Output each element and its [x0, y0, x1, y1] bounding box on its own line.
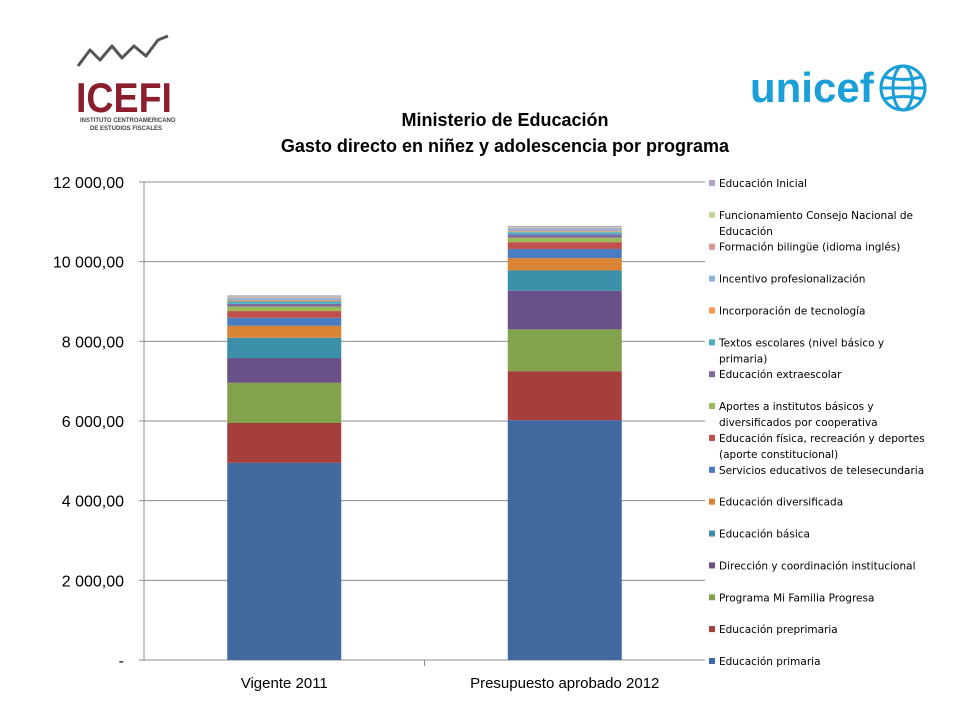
- bar-segment: [507, 242, 622, 249]
- legend-label: Incentivo profesionalización: [719, 274, 865, 286]
- legend-label: Incorporación de tecnología: [719, 305, 865, 317]
- legend-label: Textos escolares (nivel básico y: [718, 337, 884, 349]
- y-tick-label: -: [119, 653, 124, 670]
- bar-segment: [227, 303, 342, 307]
- legend-swatch: [709, 371, 715, 378]
- legend-label: Dirección y coordinación institucional: [719, 560, 915, 572]
- bar-segment: [507, 270, 622, 291]
- legend-label: Programa Mi Familia Progresa: [719, 592, 874, 604]
- x-tick-label: Presupuesto aprobado 2012: [470, 675, 659, 692]
- bar-segment: [227, 462, 342, 660]
- legend-swatch: [709, 180, 715, 186]
- legend-swatch: [709, 594, 715, 601]
- bar-segment: [507, 227, 622, 228]
- icefi-mountain-icon: [76, 34, 169, 67]
- legend-label: Educación Inicial: [719, 178, 807, 190]
- bar-segment: [507, 420, 622, 660]
- legend-swatch: [709, 434, 715, 441]
- y-tick-label: 4 000,00: [62, 494, 124, 511]
- bar-segment: [507, 232, 622, 235]
- unicef-globe-icon: [879, 64, 927, 112]
- legend-swatch: [709, 307, 715, 314]
- legend-swatch: [709, 626, 715, 633]
- x-tick-label: Vigente 2011: [241, 675, 328, 692]
- bar-segment: [227, 296, 342, 298]
- legend-swatch: [709, 339, 715, 346]
- legend-swatch: [709, 466, 715, 473]
- y-tick-label: 12 000,00: [53, 175, 124, 192]
- bar-segment: [507, 228, 622, 232]
- legend-label: Educación: [719, 226, 773, 238]
- bar-segment: [227, 325, 342, 338]
- bar-segment: [227, 306, 342, 312]
- y-tick-label: 8 000,00: [62, 334, 124, 351]
- legend-label: Educación preprimaria: [719, 624, 838, 636]
- bar-segment: [227, 382, 342, 423]
- bar-segment: [507, 371, 622, 421]
- chart-title: Ministerio de Educación: [401, 110, 609, 130]
- bar-segment: [227, 295, 342, 297]
- tick-labels: - 2 000,00 4 000,00 6 000,00 8 000,00 10 000,…: [53, 175, 660, 692]
- legend-label: Funcionamiento Consejo Nacional de: [719, 210, 913, 222]
- icefi-tagline-2: DE ESTUDIOS FISCALES: [90, 126, 162, 132]
- legend-swatch: [709, 403, 715, 410]
- bar-segment: [507, 237, 622, 243]
- legend-label: Aportes a institutos básicos y: [719, 401, 874, 413]
- legend-swatch: [709, 658, 715, 664]
- bar-segment: [227, 297, 342, 301]
- unicef-wordmark: unicef: [750, 64, 875, 111]
- bar-segment: [227, 297, 342, 298]
- legend-label: Formación bilingüe (idioma inglés): [719, 242, 900, 254]
- legend-swatch: [709, 562, 715, 569]
- bar-segment: [227, 317, 342, 326]
- chart-title-block: Ministerio de Educación Gasto directo en…: [0, 107, 960, 159]
- legend-label: primaria): [719, 353, 767, 365]
- icefi-tagline-1: INSTITUTO CENTROAMERICANO: [80, 118, 176, 124]
- chart-subtitle: Gasto directo en niñez y adolescencia po…: [280, 136, 730, 156]
- icefi-wordmark: ICEFI: [76, 74, 172, 121]
- bars: [227, 226, 622, 660]
- bar-segment: [507, 258, 622, 271]
- legend-swatch: [709, 243, 715, 250]
- legend: Educación Inicial Funcionamiento Consejo …: [709, 178, 925, 668]
- legend-label: Educación primaria: [719, 656, 821, 668]
- unicef-logo: unicef: [750, 64, 927, 112]
- legend-label: Educación básica: [719, 529, 810, 541]
- legend-label: Educación física, recreación y deportes: [719, 433, 925, 445]
- legend-swatch: [709, 498, 715, 505]
- legend-label: Servicios educativos de telesecundaria: [719, 465, 924, 477]
- legend-label: diversificados por cooperativa: [719, 417, 878, 429]
- bar-segment: [507, 329, 622, 372]
- legend-label: (aporte constitucional): [719, 449, 838, 461]
- bar-segment: [227, 422, 342, 463]
- bar-segment: [227, 301, 342, 304]
- legend-label: Educación extraescolar: [719, 369, 842, 381]
- legend-swatch: [709, 275, 715, 282]
- bar-segment: [507, 234, 622, 238]
- legend-label: Educación diversificada: [719, 497, 843, 509]
- y-tick-label: 6 000,00: [62, 414, 124, 431]
- bar-segment: [507, 226, 622, 228]
- bar-segment: [227, 300, 342, 302]
- bar-segment: [227, 358, 342, 383]
- bar-segment: [227, 337, 342, 359]
- y-tick-label: 2 000,00: [62, 573, 124, 590]
- bar-segment: [507, 231, 622, 233]
- legend-swatch: [709, 530, 715, 537]
- bar-segment: [507, 248, 622, 259]
- bar-segment: [507, 227, 622, 229]
- bar-segment: [227, 311, 342, 318]
- bar-segment: [507, 290, 622, 330]
- icefi-logo: ICEFI INSTITUTO CENTROAMERICANO DE ESTUD…: [76, 34, 176, 132]
- legend-swatch: [709, 211, 715, 218]
- y-tick-label: 10 000,00: [53, 255, 124, 272]
